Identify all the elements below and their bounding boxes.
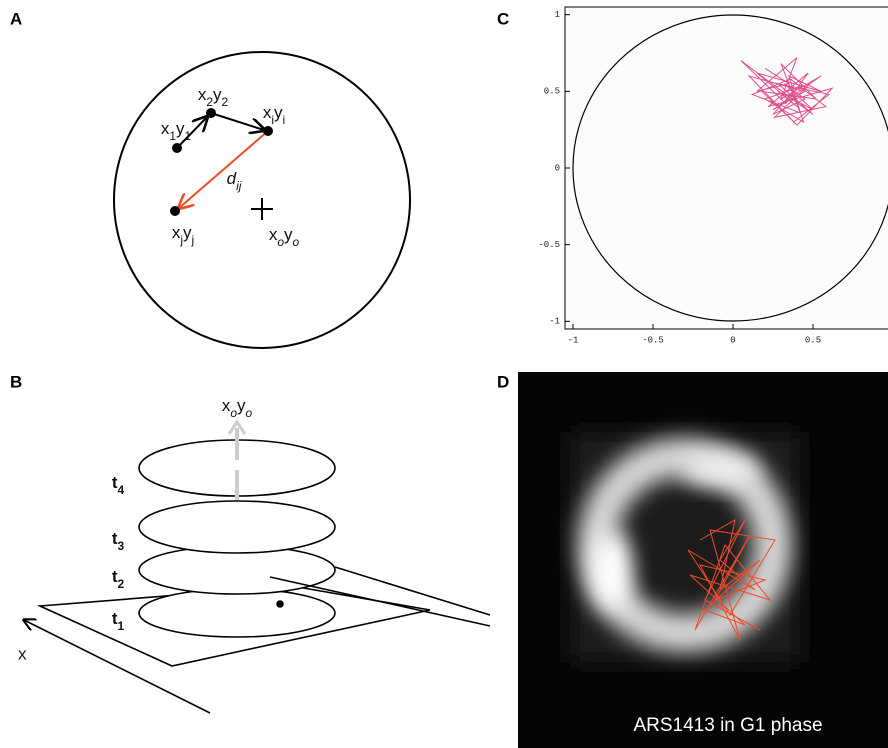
x-tick-label: -1 [568, 335, 579, 345]
label-part: j [191, 233, 195, 247]
label-part: 2 [117, 577, 124, 591]
label-part: i [283, 113, 286, 127]
point [170, 206, 180, 216]
axis-label: x [18, 644, 27, 663]
panel-c [565, 7, 888, 329]
point [263, 126, 273, 136]
point-label: x1y1 [161, 119, 192, 143]
y-tick-label: 0.5 [544, 87, 560, 97]
label-part: 2 [222, 95, 229, 109]
slice [139, 589, 335, 637]
x-tick-label: -0.5 [642, 335, 664, 345]
y-tick-label: 0 [555, 163, 560, 173]
label-part: o [246, 406, 253, 420]
y-tick-label: 1 [555, 10, 560, 20]
label-part: o [293, 235, 300, 249]
point-label: xjyj [172, 223, 194, 247]
point-label: x2y2 [198, 85, 229, 109]
bright-spot [592, 530, 632, 610]
point [277, 601, 283, 607]
point [172, 143, 182, 153]
panel-b [24, 422, 490, 713]
point-label: xiyi [263, 103, 285, 127]
time-label: t4 [112, 473, 125, 497]
y-tick-label: -0.5 [538, 240, 560, 250]
label-part: 4 [117, 483, 124, 497]
x-tick-label: 0 [730, 335, 735, 345]
plot-frame [565, 7, 888, 329]
caption: ARS1413 in G1 phase [633, 715, 822, 736]
y-tick-label: -1 [549, 317, 560, 327]
distance-arrow [179, 131, 268, 208]
slice [139, 501, 335, 553]
bright-spot [680, 454, 760, 486]
panel-label: A [10, 9, 22, 28]
panel-a [114, 52, 410, 348]
label-part: 1 [185, 129, 192, 143]
distance-label: dij [227, 169, 242, 193]
center-label: xoyo [269, 225, 300, 249]
panel-d [518, 372, 888, 748]
figure: ABCDx1y1x2y2xiyixjyjdijxoyoxoyot4t3t2t1x… [0, 0, 888, 748]
page: ABCDx1y1x2y2xiyixjyjdijxoyoxoyot4t3t2t1x… [0, 0, 888, 748]
x-tick-label: 0.5 [805, 335, 821, 345]
step-arrow [211, 113, 264, 130]
time-label: t2 [112, 567, 125, 591]
panel-label: D [497, 372, 509, 391]
panel-label: C [497, 9, 509, 28]
label-part: 3 [117, 539, 124, 553]
center-label: xoyo [222, 396, 253, 420]
label-part: 1 [117, 619, 124, 633]
point [206, 108, 216, 118]
center-cross [251, 198, 273, 220]
panel-label: B [10, 372, 22, 391]
label-part: ij [236, 179, 242, 193]
time-label: t3 [112, 529, 125, 553]
